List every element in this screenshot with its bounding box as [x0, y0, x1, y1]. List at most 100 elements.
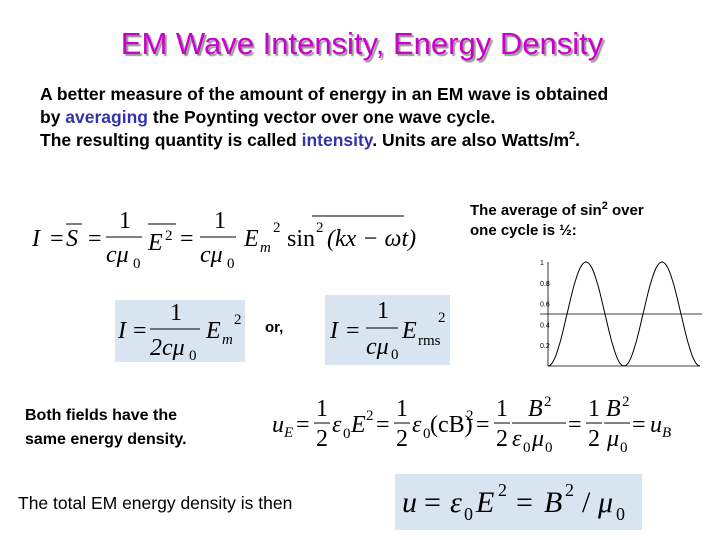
- sym: 2: [496, 426, 508, 452]
- equation-2: I = 1 2cμ 0 E m 2: [117, 300, 242, 364]
- sym: 2: [234, 312, 242, 328]
- equation-box: [115, 300, 245, 362]
- sym: sin: [287, 226, 315, 252]
- sym: B: [544, 486, 562, 519]
- sym: B: [662, 425, 671, 441]
- sym: =: [516, 486, 533, 519]
- caption: The total EM energy density is then: [18, 493, 292, 513]
- sym: 2: [396, 426, 408, 452]
- sym: 1: [316, 396, 328, 422]
- sym: 2: [316, 220, 324, 236]
- text: The resulting quantity is called: [40, 130, 302, 150]
- sym: ε: [450, 486, 462, 519]
- superscript: 2: [569, 130, 576, 143]
- sym: I: [31, 226, 41, 252]
- sym: u: [402, 486, 417, 519]
- sym: /: [582, 486, 591, 519]
- tick-label: 1: [540, 260, 544, 267]
- sym: 2: [165, 228, 173, 244]
- caption: same energy density.: [25, 431, 187, 448]
- sine-squared-graph: 1 0.8 0.6 0.4 0.2: [540, 260, 702, 367]
- sym: =: [133, 318, 147, 344]
- sym: (cB): [430, 412, 473, 438]
- sym: 0: [189, 348, 197, 364]
- sym: E: [475, 486, 494, 519]
- highlight: averaging: [65, 107, 148, 127]
- sym: I: [329, 318, 339, 344]
- tick-label: 0.2: [540, 343, 550, 350]
- sym: =: [476, 412, 490, 438]
- sym: E: [350, 412, 366, 438]
- sym: =: [568, 412, 582, 438]
- sym: B: [528, 396, 543, 422]
- sym: B: [606, 396, 621, 422]
- sym: m: [260, 240, 271, 256]
- sym: 0: [227, 256, 235, 272]
- sym: 2: [438, 310, 446, 326]
- sym: μ: [597, 486, 613, 519]
- sym: 1: [496, 396, 508, 422]
- note: The average of sin2 over: [470, 200, 644, 219]
- sym: 0: [523, 440, 531, 456]
- sym: S: [66, 226, 78, 252]
- sym: =: [50, 226, 64, 252]
- sym: ε: [412, 412, 422, 438]
- intro-line: A better measure of the amount of energy…: [40, 84, 609, 104]
- sym: ε: [332, 412, 342, 438]
- text: .: [575, 130, 581, 150]
- sym: =: [180, 226, 194, 252]
- intro-line: The resulting quantity is called intensi…: [40, 130, 580, 151]
- tick-label: 0.4: [540, 322, 550, 329]
- sym: μ: [531, 426, 544, 452]
- sym: μ: [606, 426, 619, 452]
- sym: 2: [588, 426, 600, 452]
- sym: 0: [133, 256, 141, 272]
- superscript: 2: [601, 200, 608, 212]
- sym: 2: [544, 394, 552, 410]
- sym: 1: [377, 298, 389, 324]
- sym: 1: [588, 396, 600, 422]
- sym: (kx − ωt): [327, 226, 416, 252]
- sym: 0: [391, 347, 399, 363]
- sym: 2: [565, 480, 574, 500]
- equation-box: [395, 474, 642, 530]
- sym: 2: [316, 426, 328, 452]
- sym: u: [272, 412, 284, 438]
- sym: u: [650, 412, 662, 438]
- sym: E: [205, 318, 221, 344]
- curve: [547, 261, 701, 367]
- sym: cμ: [366, 334, 389, 360]
- or-label: or,: [265, 319, 283, 336]
- text: by: [40, 107, 66, 127]
- text: The average of sin: [470, 202, 602, 219]
- intro-line: by averaging the Poynting vector over on…: [40, 107, 495, 128]
- sym: 0: [343, 426, 351, 442]
- sym: 2: [466, 408, 474, 424]
- sym: 2: [498, 480, 507, 500]
- text: the Poynting vector over one wave cycle.: [147, 107, 496, 127]
- sym: I: [117, 318, 127, 344]
- text: . Units are also Watts/m: [372, 130, 570, 150]
- caption: Both fields have the: [25, 407, 177, 424]
- sym: 0: [464, 504, 473, 524]
- sym: rms: [418, 333, 441, 349]
- sym: =: [424, 486, 441, 519]
- sym: =: [296, 412, 310, 438]
- sym: E: [243, 226, 259, 252]
- equation-box: [325, 295, 450, 365]
- highlight: intensity: [301, 130, 373, 150]
- sym: 2: [366, 408, 374, 424]
- tick-label: 0.6: [540, 302, 550, 309]
- sym: =: [346, 318, 360, 344]
- sym: 1: [396, 396, 408, 422]
- text: over: [607, 202, 644, 219]
- equation-5: u = ε 0 E 2 = B 2 / μ 0: [402, 480, 625, 524]
- equation-3: I = 1 cμ 0 E rms 2: [329, 298, 446, 363]
- sym: E: [283, 425, 293, 441]
- sym: cμ: [200, 242, 223, 268]
- sym: 2cμ: [150, 335, 185, 361]
- sym: 0: [616, 504, 625, 524]
- sym: E: [401, 318, 417, 344]
